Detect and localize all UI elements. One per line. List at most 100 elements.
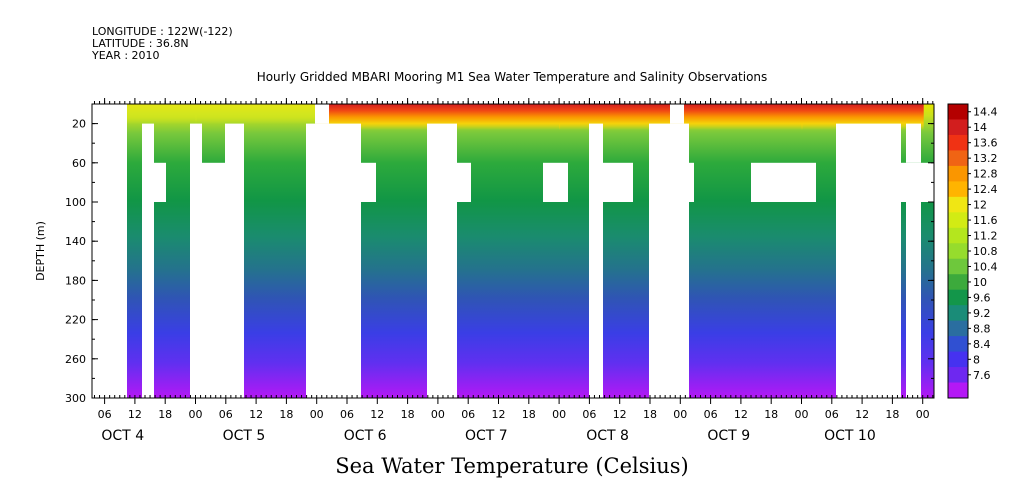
colorbar-swatch	[948, 258, 968, 275]
colorbar-swatch	[948, 305, 968, 322]
day-label: OCT 8	[586, 428, 629, 444]
missing-data-gap	[142, 123, 154, 398]
colorbar-swatch	[948, 227, 968, 244]
surface-layer-oct-7	[437, 104, 561, 130]
missing-data-gap	[225, 123, 244, 398]
x-tick-label: 06	[219, 408, 233, 421]
missing-data-gap	[906, 202, 921, 398]
x-tick-label: 00	[795, 408, 809, 421]
x-tick-label: 00	[189, 408, 203, 421]
variable-title: Sea Water Temperature (Celsius)	[335, 454, 689, 478]
x-tick-label: 18	[401, 408, 415, 421]
x-tick-label: 06	[340, 408, 354, 421]
x-tick-label: 06	[582, 408, 596, 421]
y-tick-label: 260	[65, 353, 86, 366]
y-tick-label: 100	[65, 196, 86, 209]
x-tick-label: 12	[855, 408, 869, 421]
day-label: OCT 9	[707, 428, 750, 444]
y-tick-label: 220	[65, 314, 86, 327]
colorbar-label: 8.4	[973, 338, 991, 351]
day-label: OCT 10	[824, 428, 876, 444]
colorbar-swatch	[948, 367, 968, 384]
y-tick-label: 140	[65, 235, 86, 248]
x-tick-label: 12	[370, 408, 384, 421]
x-tick-label: 00	[916, 408, 930, 421]
colorbar-swatch	[948, 289, 968, 306]
colorbar-label: 12.4	[973, 183, 998, 196]
y-axis-label: DEPTH (m)	[34, 221, 47, 281]
colorbar-swatch	[948, 134, 968, 151]
y-tick-label: 20	[72, 118, 86, 131]
x-tick-label: 18	[158, 408, 172, 421]
colorbar-label: 9.6	[973, 291, 991, 304]
x-tick-label: 06	[98, 408, 112, 421]
y-tick-label: 300	[65, 392, 86, 405]
colorbar-swatch	[948, 196, 968, 213]
colorbar-label: 13.6	[973, 137, 998, 150]
colorbar-swatch	[948, 351, 968, 368]
colorbar: 14.4 14 13.6 13.2 12.8 12.4 12 11.6 11.2 10.8 10.4…	[947, 103, 998, 399]
y-tick-label: 180	[65, 274, 86, 287]
missing-data-gap	[457, 162, 471, 202]
axes: 20 60 100 140 180 220 260 300 06 12 18 00 06 12 18 00 06…	[65, 98, 934, 444]
missing-data-gap	[315, 104, 329, 124]
colorbar-label: 8.8	[973, 322, 991, 335]
missing-data-gap	[306, 123, 361, 398]
missing-data-gap	[751, 162, 816, 202]
x-tick-label: 18	[764, 408, 778, 421]
colorbar-label: 11.2	[973, 230, 998, 243]
surface-layer-oct-9	[680, 104, 803, 130]
colorbar-swatch	[948, 181, 968, 198]
latitude-label: LATITUDE : 36.8N	[92, 37, 189, 50]
missing-data-gap	[154, 162, 166, 202]
colorbar-label: 10.8	[973, 245, 998, 258]
colorbar-label: 7.6	[973, 369, 991, 382]
missing-data-gap	[689, 162, 694, 202]
colorbar-swatch	[948, 150, 968, 167]
missing-data-gap	[603, 162, 633, 202]
colorbar-label: 8	[973, 353, 980, 366]
missing-data-gap	[589, 123, 603, 398]
x-tick-label: 00	[673, 408, 687, 421]
colorbar-swatch	[948, 119, 968, 136]
missing-data-gap	[906, 123, 921, 163]
colorbar-swatch	[948, 274, 968, 291]
colorbar-label: 12.8	[973, 168, 998, 181]
x-tick-label: 12	[613, 408, 627, 421]
day-label: OCT 4	[101, 428, 144, 444]
missing-data-gap	[190, 123, 202, 398]
x-tick-label: 18	[279, 408, 293, 421]
x-tick-label: 00	[552, 408, 566, 421]
colorbar-label: 11.6	[973, 214, 998, 227]
colorbar-swatch	[948, 336, 968, 353]
x-tick-label: 00	[431, 408, 445, 421]
colorbar-label: 12	[973, 199, 987, 212]
x-tick-label: 06	[704, 408, 718, 421]
colorbar-label: 14.4	[973, 106, 998, 119]
missing-data-gap	[836, 123, 901, 398]
colorbar-swatch	[948, 212, 968, 229]
x-tick-label: 00	[310, 408, 324, 421]
x-tick-label: 12	[249, 408, 263, 421]
x-tick-label: 12	[734, 408, 748, 421]
missing-data-gap	[670, 104, 684, 124]
y-tick-label: 60	[72, 157, 86, 170]
x-tick-label: 06	[461, 408, 475, 421]
plot-frame	[91, 103, 935, 399]
colorbar-label: 10.4	[973, 260, 998, 273]
day-label: OCT 7	[465, 428, 508, 444]
colorbar-swatch	[948, 243, 968, 260]
colorbar-label: 13.2	[973, 152, 998, 165]
colorbar-label: 10	[973, 276, 987, 289]
missing-data-gap	[92, 104, 127, 398]
colorbar-swatch	[948, 320, 968, 337]
x-tick-label: 12	[128, 408, 142, 421]
x-tick-label: 18	[522, 408, 536, 421]
colorbar-label: 14	[973, 121, 987, 134]
colorbar-swatch	[948, 104, 968, 120]
x-tick-label: 06	[825, 408, 839, 421]
missing-data-gap	[901, 162, 934, 202]
missing-data-gap	[543, 162, 568, 202]
missing-data-gap	[202, 162, 225, 398]
